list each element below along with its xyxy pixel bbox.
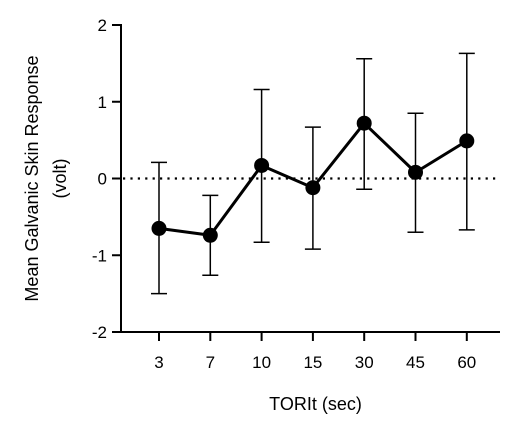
- label-layer: -2 -1 0 1 2 3 7 10 15 30 45 60 TORIt (sec) Mean Galva…: [22, 16, 476, 414]
- y-tick-label-4: 2: [98, 16, 107, 35]
- data-point-layer: [151, 115, 475, 243]
- data-point-4: [356, 115, 372, 131]
- y-axis-title-line-2: (volt): [50, 159, 70, 199]
- data-point-0: [151, 220, 167, 236]
- x-tick-label-0: 3: [154, 353, 163, 372]
- y-tick-label-2: 0: [98, 170, 107, 189]
- x-tick-label-2: 10: [252, 353, 271, 372]
- axes-layer: [112, 24, 500, 341]
- error-bar-layer: [151, 52, 475, 295]
- x-tick-label-5: 45: [406, 353, 425, 372]
- x-axis-title: TORIt (sec): [269, 394, 362, 414]
- data-point-6: [459, 133, 475, 149]
- x-tick-label-4: 30: [355, 353, 374, 372]
- y-axis-title-line-1: Mean Galvanic Skin Response: [22, 55, 42, 301]
- data-point-3: [305, 180, 321, 196]
- y-tick-label-3: 1: [98, 93, 107, 112]
- x-tick-label-6: 60: [457, 353, 476, 372]
- y-tick-label-0: -2: [92, 323, 107, 342]
- data-point-5: [408, 164, 423, 180]
- data-point-1: [202, 227, 218, 243]
- x-tick-label-1: 7: [206, 353, 215, 372]
- data-point-2: [254, 157, 270, 173]
- y-tick-label-1: -1: [92, 246, 107, 265]
- x-tick-label-3: 15: [303, 353, 322, 372]
